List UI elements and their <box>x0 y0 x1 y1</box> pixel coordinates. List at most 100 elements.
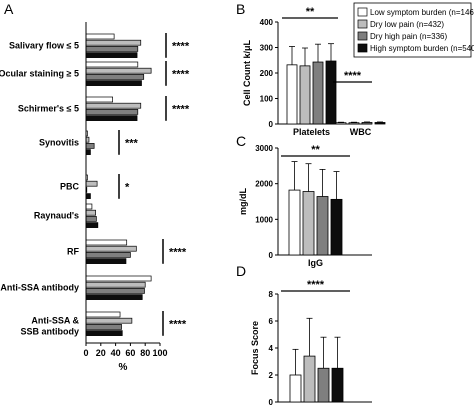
panel-a-bar <box>85 143 95 149</box>
panel-a-bar <box>85 245 137 252</box>
panel-a-bar <box>85 209 96 216</box>
legend: Low symptom burden (n=146) Dry low pain (… <box>353 2 474 58</box>
panel-a-bar <box>85 330 123 336</box>
panel-a-bar <box>85 193 91 199</box>
panel-a-bar <box>85 275 152 282</box>
panel-d-y-tick-label: 2 <box>269 371 274 380</box>
legend-entry-label: High symptom burden (n=540) <box>370 44 474 53</box>
panel-c-y-tick-label: 0 <box>269 251 274 260</box>
panel-c-category-label: IgG <box>308 258 323 268</box>
panel-a-x-label: % <box>119 362 128 373</box>
panel-c-y-tick-label: 1000 <box>255 215 273 224</box>
legend-entry-label: Dry high pain (n=336) <box>370 32 447 41</box>
panel-b-bar <box>374 122 386 125</box>
panel-a-category-label: Anti-SSA antibody <box>0 282 79 292</box>
panel-c-y-tick-label: 2000 <box>255 180 273 189</box>
panel-b-bar <box>312 61 324 125</box>
panel-c-bar <box>288 189 301 256</box>
legend-swatch <box>357 7 368 17</box>
panel-d-y-tick-label: 6 <box>269 317 274 326</box>
panel-b-bar <box>361 122 373 125</box>
legend-swatch <box>357 43 368 53</box>
panel-a-bar <box>85 149 91 155</box>
panel-a-bar <box>85 324 122 330</box>
panel-a-x-tick-label: 0 <box>83 348 88 358</box>
panel-b-significance-label: ** <box>306 6 315 18</box>
panel-a-significance-label: **** <box>169 246 187 258</box>
panel-b-bar <box>335 122 347 125</box>
panel-c-bar <box>330 198 343 256</box>
panel-a-bar <box>85 33 115 40</box>
panel-c-y-label: mg/dL <box>238 188 248 215</box>
panel-letter-d: D <box>236 263 246 279</box>
panel-a-x-tick-label: 20 <box>96 348 106 358</box>
panel-letter-b: B <box>236 1 245 17</box>
panel-d-bar <box>331 367 344 403</box>
panel-a-x-tick-label: 100 <box>152 348 167 358</box>
panel-a-significance-label: **** <box>172 68 190 80</box>
panel-a-x-tick-label: 60 <box>125 348 135 358</box>
panel-d-significance-label: **** <box>307 279 325 291</box>
panel-d-bar <box>317 367 330 403</box>
panel-a-bar <box>85 222 99 228</box>
panel-a-category-label: Synovitis <box>39 137 79 147</box>
panel-a-bar <box>85 281 146 288</box>
panel-b-significance-label: **** <box>344 70 362 82</box>
panel-a-bar <box>85 216 97 222</box>
panel-b-bar <box>299 65 311 125</box>
panel-a-significance-label: *** <box>125 137 139 149</box>
panel-d: 0 2 4 6 8 Focus Score **** <box>250 279 372 407</box>
panel-a-significance-label: * <box>125 181 130 193</box>
panel-b-category-label: Platelets <box>293 127 330 137</box>
panel-b-bar <box>348 122 360 125</box>
panel-d-y-tick-label: 4 <box>269 344 274 353</box>
panel-a-category-label: Ocular staining ≥ 5 <box>0 68 79 78</box>
panel-a-category-label: Anti-SSA & SSB antibody <box>20 315 79 336</box>
panel-a-bar <box>85 203 93 210</box>
panel-a-bar <box>85 39 142 46</box>
panel-a-bar <box>85 67 152 74</box>
panel-a-x-tick-label: 80 <box>140 348 150 358</box>
panel-b-y-tick-label: 200 <box>260 69 274 78</box>
panel-d-y-tick-label: 0 <box>269 398 274 407</box>
panel-a-bar <box>85 311 121 318</box>
panel-a-bar <box>85 288 145 294</box>
panel-a-bar <box>85 96 113 103</box>
panel-d-bar <box>303 355 316 403</box>
panel-a-bar <box>85 180 98 187</box>
panel-a-significance-label: **** <box>169 318 187 330</box>
panel-c: 0 1000 2000 3000 mg/dL IgG ** <box>238 144 372 268</box>
panel-c-significance-label: ** <box>311 144 320 156</box>
legend-entry-label: Low symptom burden (n=146) <box>370 8 474 17</box>
panel-a-category-label: Salivary flow ≤ 5 <box>9 40 79 50</box>
legend-box <box>353 2 472 58</box>
legend-entry-label: Dry low pain (n=432) <box>370 20 444 29</box>
panel-c-bar <box>316 196 329 256</box>
panel-a-bar <box>85 258 127 264</box>
panel-b-category-label: WBC <box>350 127 372 137</box>
panel-d-bar <box>289 374 302 403</box>
panel-letter-a: A <box>4 1 14 17</box>
panel-b-y-tick-label: 100 <box>260 95 274 104</box>
legend-swatch <box>357 31 368 41</box>
panel-a-category-label: Schirmer's ≤ 5 <box>18 103 79 113</box>
panel-d-y-tick-label: 8 <box>269 290 274 299</box>
panel-a-bar <box>85 61 139 68</box>
panel-a-bar <box>85 317 133 324</box>
panel-b-bar <box>325 60 337 125</box>
panel-d-y-label: Focus Score <box>250 321 260 375</box>
panel-a-bar <box>85 52 138 58</box>
panel-b-y-tick-label: 0 <box>269 120 274 129</box>
panel-b-bar <box>286 64 298 125</box>
panel-c-y-tick-label: 3000 <box>255 144 273 153</box>
panel-letter-c: C <box>236 133 246 149</box>
panel-a-bar <box>85 109 139 115</box>
panel-b-y-label: Cell Count k/μL <box>242 39 252 106</box>
panel-a-bar <box>85 239 128 246</box>
panel-a-bar <box>85 80 142 86</box>
panel-a-category-label: RF <box>67 246 79 256</box>
legend-swatch <box>357 19 368 29</box>
panel-a-category-label: PBC <box>60 181 80 191</box>
panel-a-bar <box>85 252 131 258</box>
